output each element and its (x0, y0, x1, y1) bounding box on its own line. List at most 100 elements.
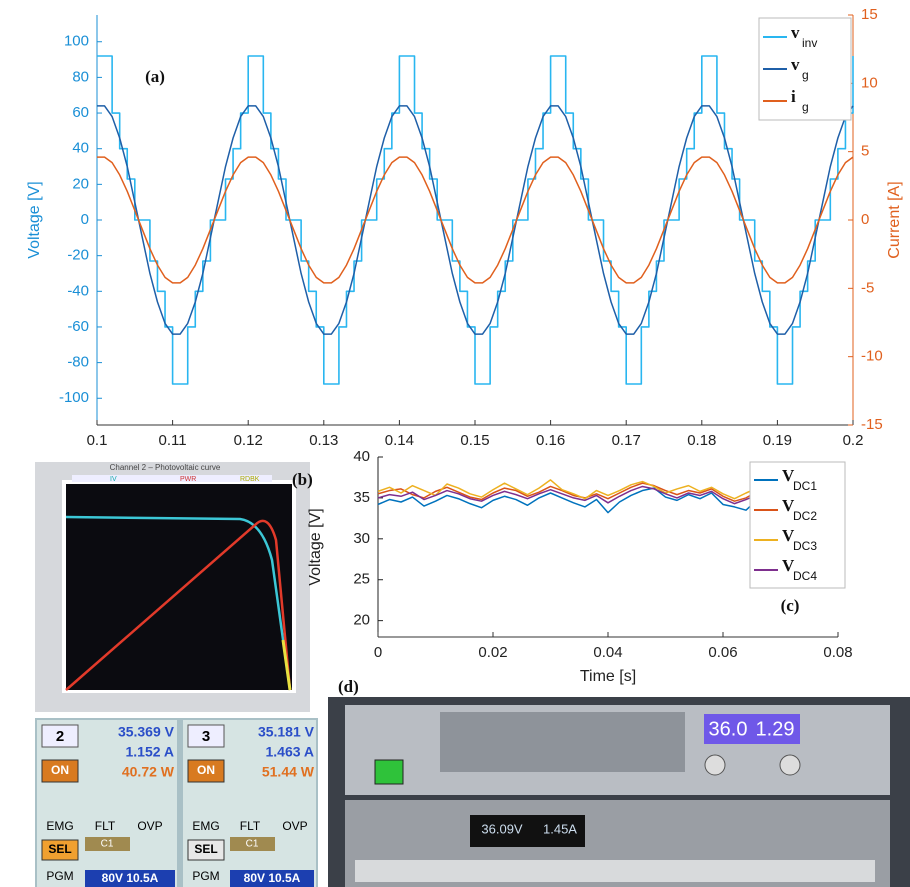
y2-tick-label: 5 (861, 143, 869, 160)
channel-number: 3 (202, 728, 210, 745)
legend-label-sub: DC4 (793, 569, 817, 583)
y-tick-label: 40 (72, 140, 89, 157)
knob (705, 755, 725, 775)
x-tick-label: 0.04 (593, 644, 622, 661)
figure: Channel 2 – Photovoltaic curve IV PWR RD… (0, 0, 910, 887)
panel-label: (c) (781, 596, 800, 615)
pgm-label: PGM (46, 869, 73, 883)
x-tick-label: 0.17 (612, 432, 641, 449)
x-tick-label: 0.2 (843, 432, 864, 449)
y2-tick-label: -15 (861, 416, 883, 433)
lower-grille (355, 860, 875, 882)
legend-label-sub: g (802, 68, 809, 82)
legend-label-sub: DC2 (793, 509, 817, 523)
lower-current: 1.45A (543, 821, 577, 836)
x-tick-label: 0.19 (763, 432, 792, 449)
y-tick-label: -100 (59, 389, 89, 406)
y-tick-label: 40 (353, 448, 370, 465)
x-tick-label: 0.1 (87, 432, 108, 449)
y-tick-label: -20 (67, 247, 89, 264)
y-tick-label: 30 (353, 530, 370, 547)
knob (780, 755, 800, 775)
upper-voltage: 36.0 (709, 718, 748, 740)
x-tick-label: 0.11 (159, 432, 187, 449)
screen-title: Channel 2 – Photovoltaic curve (110, 463, 221, 472)
y-tick-label: 25 (353, 571, 370, 588)
y-tick-label: -60 (67, 318, 89, 335)
current: 1.463 A (265, 744, 314, 760)
y2-tick-label: -5 (861, 279, 874, 296)
y-tick-label: 20 (353, 612, 370, 629)
y-tick-label: 100 (64, 33, 89, 50)
legend-label-sub: DC1 (793, 479, 817, 493)
x-tick-label: 0.14 (385, 432, 414, 449)
rating-label: 80V 10.5A (244, 871, 301, 885)
screen-legend-entry: PWR (180, 476, 196, 483)
legend-label: v (791, 23, 800, 42)
power: 40.72 W (122, 764, 175, 780)
panel-label: (d) (338, 677, 359, 696)
legend-label: i (791, 87, 796, 106)
x-tick-label: 0.06 (708, 644, 737, 661)
x-axis-label: Time [s] (580, 668, 636, 685)
x-tick-label: 0.15 (460, 432, 489, 449)
panel-label: (a) (145, 67, 165, 86)
y-tick-label: 35 (353, 489, 370, 506)
y2-tick-label: 15 (861, 6, 878, 23)
voltage: 35.369 V (118, 724, 175, 740)
x-tick-label: 0.12 (234, 432, 263, 449)
power-switch (375, 760, 403, 784)
ovp-label: OVP (282, 819, 307, 833)
current: 1.152 A (125, 744, 174, 760)
ovp-label: OVP (137, 819, 162, 833)
sel-label: SEL (48, 842, 71, 856)
channel-number: 2 (56, 728, 64, 745)
y2-tick-label: 0 (861, 211, 869, 228)
photo-b-panels: 2 35.369 V 1.152 A 40.72 W ON EMG FLT OV… (35, 718, 318, 887)
upper-current: 1.29 (756, 718, 795, 740)
y-tick-label: 20 (72, 175, 89, 192)
y-tick-label: -80 (67, 354, 89, 371)
vent-grille (440, 712, 685, 772)
y-tick-label: 80 (72, 68, 89, 85)
panel-label: (b) (292, 470, 313, 489)
pgm-label: PGM (192, 869, 219, 883)
screen-legend-entry: RDBK (240, 476, 260, 483)
y-tick-label: -40 (67, 282, 89, 299)
x-tick-label: 0.13 (309, 432, 338, 449)
x-tick-label: 0.16 (536, 432, 565, 449)
mode-label: C1 (101, 839, 114, 850)
page: {"chart_data": [ {"type": "line", "annot… (0, 0, 910, 887)
flt-label: FLT (240, 819, 261, 833)
y2-tick-label: -10 (861, 348, 883, 365)
x-tick-label: 0 (374, 644, 382, 661)
legend-label-sub: g (802, 100, 809, 114)
photo-b: Channel 2 – Photovoltaic curve IV PWR RD… (35, 462, 313, 712)
on-label: ON (197, 763, 215, 777)
y-axis-label: Voltage [V] (307, 508, 324, 585)
emg-label: EMG (46, 819, 73, 833)
voltage: 35.181 V (258, 724, 315, 740)
screen-legend-entry: IV (110, 476, 117, 483)
sel-label: SEL (194, 842, 217, 856)
x-tick-label: 0.02 (478, 644, 507, 661)
legend-label: v (791, 55, 800, 74)
legend-label-sub: DC3 (793, 539, 817, 553)
on-label: ON (51, 763, 69, 777)
flt-label: FLT (95, 819, 116, 833)
mode-label: C1 (246, 839, 259, 850)
y2-axis-label: Current [A] (886, 181, 903, 258)
power: 51.44 W (262, 764, 315, 780)
lower-voltage: 36.09V (481, 821, 523, 836)
y-tick-label: 60 (72, 104, 89, 121)
rating-label: 80V 10.5A (102, 871, 159, 885)
legend-label-sub: inv (802, 36, 817, 50)
photo-d: (d) 36.0 1.29 36.09V 1.45A (328, 677, 910, 887)
chart: 0 0.02 0.04 0.06 0.08 20 25 30 35 40 Voltage [V] Ti… (307, 448, 852, 685)
y2-tick-label: 10 (861, 74, 878, 91)
x-tick-label: 0.08 (823, 644, 852, 661)
emg-label: EMG (192, 819, 219, 833)
y-tick-label: 0 (81, 211, 89, 228)
y-axis-label: Voltage [V] (26, 181, 43, 258)
